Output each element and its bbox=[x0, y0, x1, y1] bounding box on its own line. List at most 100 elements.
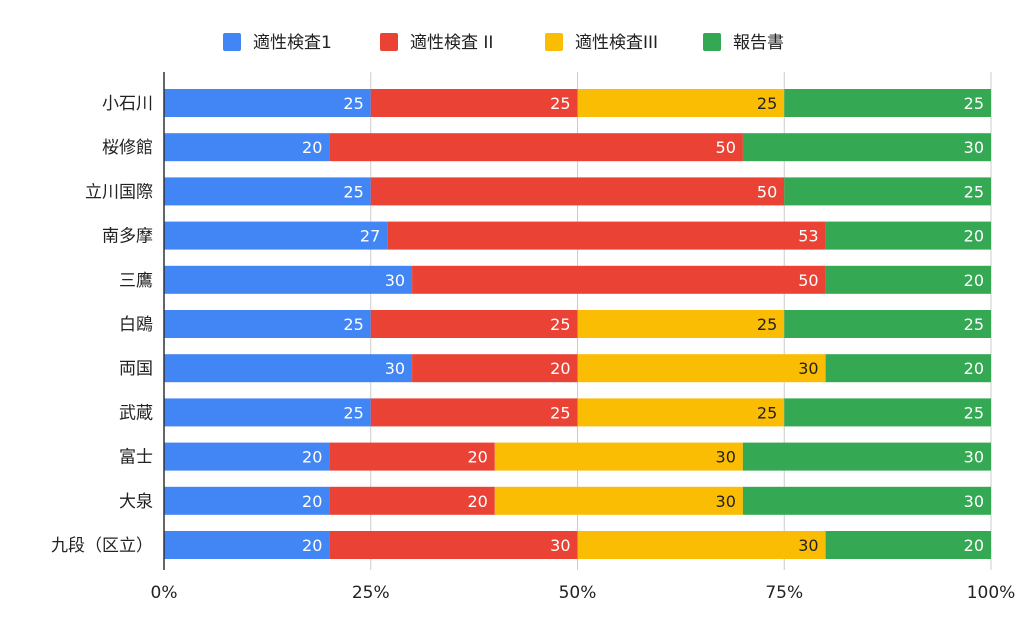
data-label: 20 bbox=[964, 359, 984, 378]
x-tick-label: 0% bbox=[151, 583, 178, 603]
data-label: 25 bbox=[343, 182, 363, 201]
data-label: 25 bbox=[757, 403, 777, 422]
data-label: 50 bbox=[757, 182, 777, 201]
data-label: 20 bbox=[302, 138, 322, 157]
legend-label: 報告書 bbox=[733, 33, 784, 53]
data-label: 50 bbox=[798, 271, 818, 290]
bar-segment bbox=[494, 442, 743, 471]
data-label: 25 bbox=[550, 403, 570, 422]
bar-segment bbox=[329, 486, 495, 515]
legend-label: 適性検査III bbox=[575, 33, 658, 53]
category-label: 両国 bbox=[119, 359, 153, 379]
data-label: 25 bbox=[550, 94, 570, 113]
bar-segment bbox=[370, 89, 578, 117]
bar-segment bbox=[164, 89, 371, 117]
bar-segment bbox=[164, 265, 413, 294]
bar-segment bbox=[412, 265, 826, 294]
bar-segment bbox=[329, 531, 578, 559]
bar-segment bbox=[412, 354, 578, 383]
category-label: 立川国際 bbox=[85, 182, 153, 202]
bar-segment bbox=[370, 177, 785, 206]
bar-segment bbox=[825, 531, 991, 559]
data-label: 25 bbox=[550, 315, 570, 334]
category-label: 小石川 bbox=[102, 94, 153, 114]
bar-segment bbox=[784, 398, 991, 427]
data-label: 20 bbox=[467, 448, 487, 467]
data-label: 20 bbox=[964, 536, 984, 555]
data-label: 20 bbox=[964, 271, 984, 290]
category-label: 白鴎 bbox=[119, 315, 153, 335]
data-label: 27 bbox=[360, 227, 380, 246]
data-label: 20 bbox=[467, 492, 487, 511]
data-label: 30 bbox=[964, 492, 984, 511]
data-label: 30 bbox=[385, 271, 405, 290]
bar-segment bbox=[164, 310, 371, 338]
legend-swatch bbox=[545, 33, 563, 51]
data-label: 30 bbox=[798, 536, 818, 555]
bar-segment bbox=[164, 531, 330, 559]
bar-segment bbox=[370, 310, 578, 338]
data-label: 25 bbox=[964, 403, 984, 422]
category-label: 桜修館 bbox=[102, 138, 153, 158]
data-label: 30 bbox=[798, 359, 818, 378]
legend: 適性検査1 適性検査 II 適性検査III 報告書 bbox=[223, 33, 784, 53]
data-label: 30 bbox=[716, 448, 736, 467]
category-label: 南多摩 bbox=[102, 227, 153, 247]
bar-segment bbox=[577, 354, 826, 383]
bar-segment bbox=[577, 310, 785, 338]
data-label: 25 bbox=[757, 94, 777, 113]
bar-segment bbox=[742, 442, 991, 471]
x-tick-label: 25% bbox=[352, 583, 390, 603]
bar-segment bbox=[784, 89, 991, 117]
data-label: 25 bbox=[757, 315, 777, 334]
bar-segment bbox=[825, 354, 991, 383]
data-label: 20 bbox=[302, 448, 322, 467]
category-label: 大泉 bbox=[119, 492, 153, 512]
x-tick-label: 100% bbox=[967, 583, 1016, 603]
data-label: 20 bbox=[302, 492, 322, 511]
bar-segment bbox=[164, 133, 330, 162]
bar-segment bbox=[742, 486, 991, 515]
data-label: 25 bbox=[343, 403, 363, 422]
category-label: 富士 bbox=[119, 448, 153, 468]
bar-segment bbox=[825, 265, 991, 294]
bar-segment bbox=[370, 398, 578, 427]
legend-swatch bbox=[703, 33, 721, 51]
data-label: 25 bbox=[964, 94, 984, 113]
bar-segment bbox=[825, 221, 991, 250]
data-label: 20 bbox=[550, 359, 570, 378]
data-label: 25 bbox=[343, 315, 363, 334]
data-label: 25 bbox=[343, 94, 363, 113]
data-label: 20 bbox=[302, 536, 322, 555]
bar-segment bbox=[784, 177, 991, 206]
legend-label: 適性検査 II bbox=[410, 33, 493, 53]
bar-segment bbox=[164, 398, 371, 427]
x-axis-ticks: 0% 25% 50% 75% 100% bbox=[151, 583, 1016, 603]
data-label: 25 bbox=[964, 315, 984, 334]
bar-segment bbox=[329, 133, 743, 162]
category-label: 武蔵 bbox=[119, 403, 153, 423]
x-tick-label: 50% bbox=[559, 583, 597, 603]
data-label: 30 bbox=[964, 138, 984, 157]
x-tick-label: 75% bbox=[765, 583, 803, 603]
bar-segment bbox=[784, 310, 991, 338]
data-label: 50 bbox=[716, 138, 736, 157]
bar-segment bbox=[494, 486, 743, 515]
bar-segment bbox=[164, 354, 413, 383]
category-label: 三鷹 bbox=[119, 270, 153, 291]
bar-segment bbox=[577, 531, 826, 559]
bar-segment bbox=[164, 442, 330, 471]
bar-segment bbox=[577, 398, 785, 427]
bar-segment bbox=[329, 442, 495, 471]
data-label: 30 bbox=[964, 448, 984, 467]
data-label: 53 bbox=[798, 227, 818, 246]
bar-segment bbox=[164, 221, 388, 250]
data-label: 20 bbox=[964, 227, 984, 246]
bar-segment bbox=[742, 133, 991, 162]
bar-segment bbox=[387, 221, 826, 250]
data-label: 25 bbox=[964, 182, 984, 201]
data-label: 30 bbox=[550, 536, 570, 555]
bars: 25 25 25 25 20 50 30 25 50 25 27 53 20 30 50 20 25 25 25 25… bbox=[164, 89, 991, 559]
